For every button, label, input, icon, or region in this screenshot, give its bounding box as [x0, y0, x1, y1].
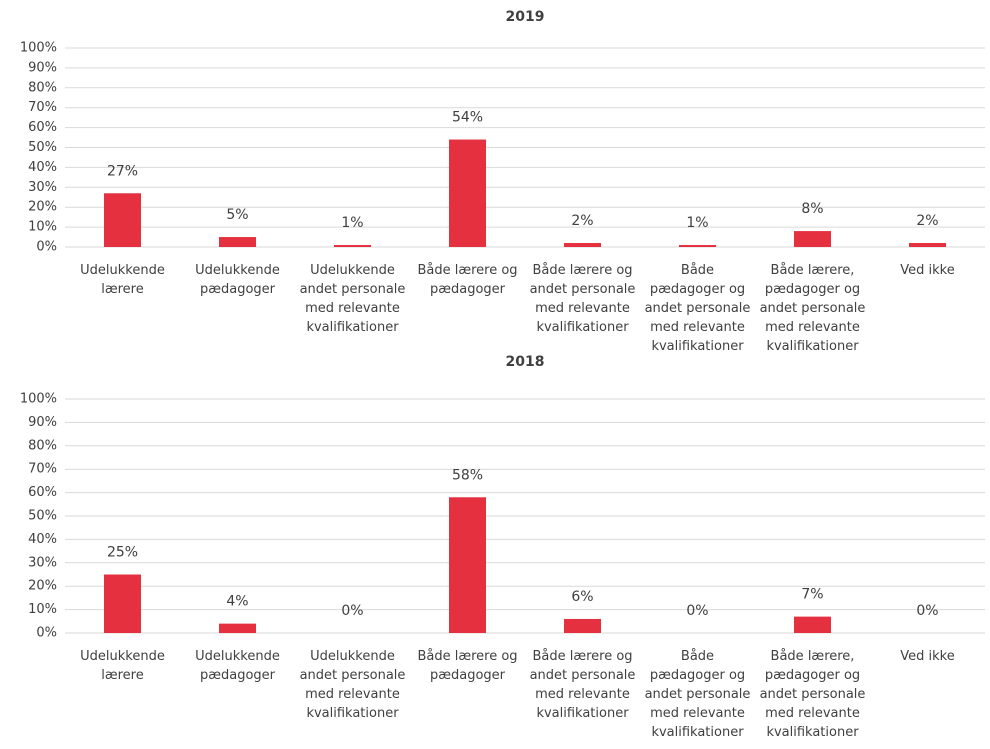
value-label: 0%	[686, 603, 708, 619]
x-tick-label: Udelukkende andet personale med relevante k…	[300, 263, 406, 335]
y-tick-label: 30%	[28, 180, 57, 195]
y-tick-label: 40%	[28, 160, 57, 175]
y-tick-label: 80%	[28, 80, 57, 95]
value-label: 2%	[916, 213, 938, 229]
bar	[794, 616, 831, 633]
y-tick-label: 100%	[20, 392, 57, 407]
x-tick-label: Både lærere og pædagoger	[417, 263, 517, 297]
value-label: 4%	[226, 594, 248, 610]
x-tick-label: Både lærere og andet personale med relevan…	[530, 649, 636, 721]
chart-title: 2018	[506, 354, 545, 370]
value-label: 7%	[801, 587, 823, 603]
y-tick-label: 90%	[28, 415, 57, 430]
y-tick-label: 10%	[28, 602, 57, 617]
x-tick-label: Både lærere, pædagoger og andet personale m…	[760, 649, 866, 740]
bar	[334, 245, 371, 247]
value-label: 25%	[107, 545, 138, 561]
bar	[449, 139, 486, 247]
value-label: 0%	[916, 603, 938, 619]
y-tick-label: 90%	[28, 60, 57, 75]
x-tick-label: Udelukkende pædagoger	[195, 263, 280, 297]
y-tick-label: 70%	[28, 100, 57, 115]
value-label: 5%	[226, 207, 248, 223]
bar	[679, 245, 716, 247]
bar	[104, 193, 141, 247]
x-tick-label: Ved ikke	[900, 263, 954, 278]
y-tick-label: 20%	[28, 579, 57, 594]
y-tick-label: 30%	[28, 555, 57, 570]
y-tick-label: 10%	[28, 220, 57, 235]
value-label: 1%	[686, 215, 708, 231]
x-tick-label: Udelukkende andet personale med relevante k…	[300, 649, 406, 721]
bar	[449, 497, 486, 633]
bar	[219, 237, 256, 247]
y-tick-label: 50%	[28, 509, 57, 524]
value-label: 2%	[571, 213, 593, 229]
x-tick-label: Både lærere, pædagoger og andet personale m…	[760, 263, 866, 354]
bar	[909, 243, 946, 247]
bar	[564, 243, 601, 247]
x-tick-label: Udelukkende lærere	[80, 263, 165, 297]
y-tick-label: 0%	[36, 626, 57, 641]
chart-title: 2019	[506, 9, 545, 25]
y-tick-label: 40%	[28, 532, 57, 547]
y-tick-label: 80%	[28, 438, 57, 453]
y-tick-label: 50%	[28, 140, 57, 155]
y-tick-label: 60%	[28, 485, 57, 500]
value-label: 54%	[452, 110, 483, 126]
bar	[564, 618, 601, 633]
x-tick-label: Ved ikke	[900, 649, 954, 664]
y-tick-label: 70%	[28, 462, 57, 477]
bar	[104, 574, 141, 633]
value-label: 58%	[452, 467, 483, 483]
value-label: 1%	[341, 215, 363, 231]
x-tick-label: Udelukkende lærere	[80, 649, 165, 683]
x-tick-label: Både lærere og pædagoger	[417, 649, 517, 683]
x-tick-label: Udelukkende pædagoger	[195, 649, 280, 683]
value-label: 8%	[801, 201, 823, 217]
y-tick-label: 0%	[36, 240, 57, 255]
value-label: 0%	[341, 603, 363, 619]
value-label: 27%	[107, 163, 138, 179]
y-tick-label: 100%	[20, 41, 57, 56]
x-tick-label: Både pædagoger og andet personale med relev…	[645, 649, 751, 740]
bar	[219, 623, 256, 633]
value-label: 6%	[571, 589, 593, 605]
y-tick-label: 60%	[28, 120, 57, 135]
x-tick-label: Både lærere og andet personale med relevan…	[530, 263, 636, 335]
bar	[794, 231, 831, 247]
y-tick-label: 20%	[28, 200, 57, 215]
x-tick-label: Både pædagoger og andet personale med relev…	[645, 263, 751, 354]
